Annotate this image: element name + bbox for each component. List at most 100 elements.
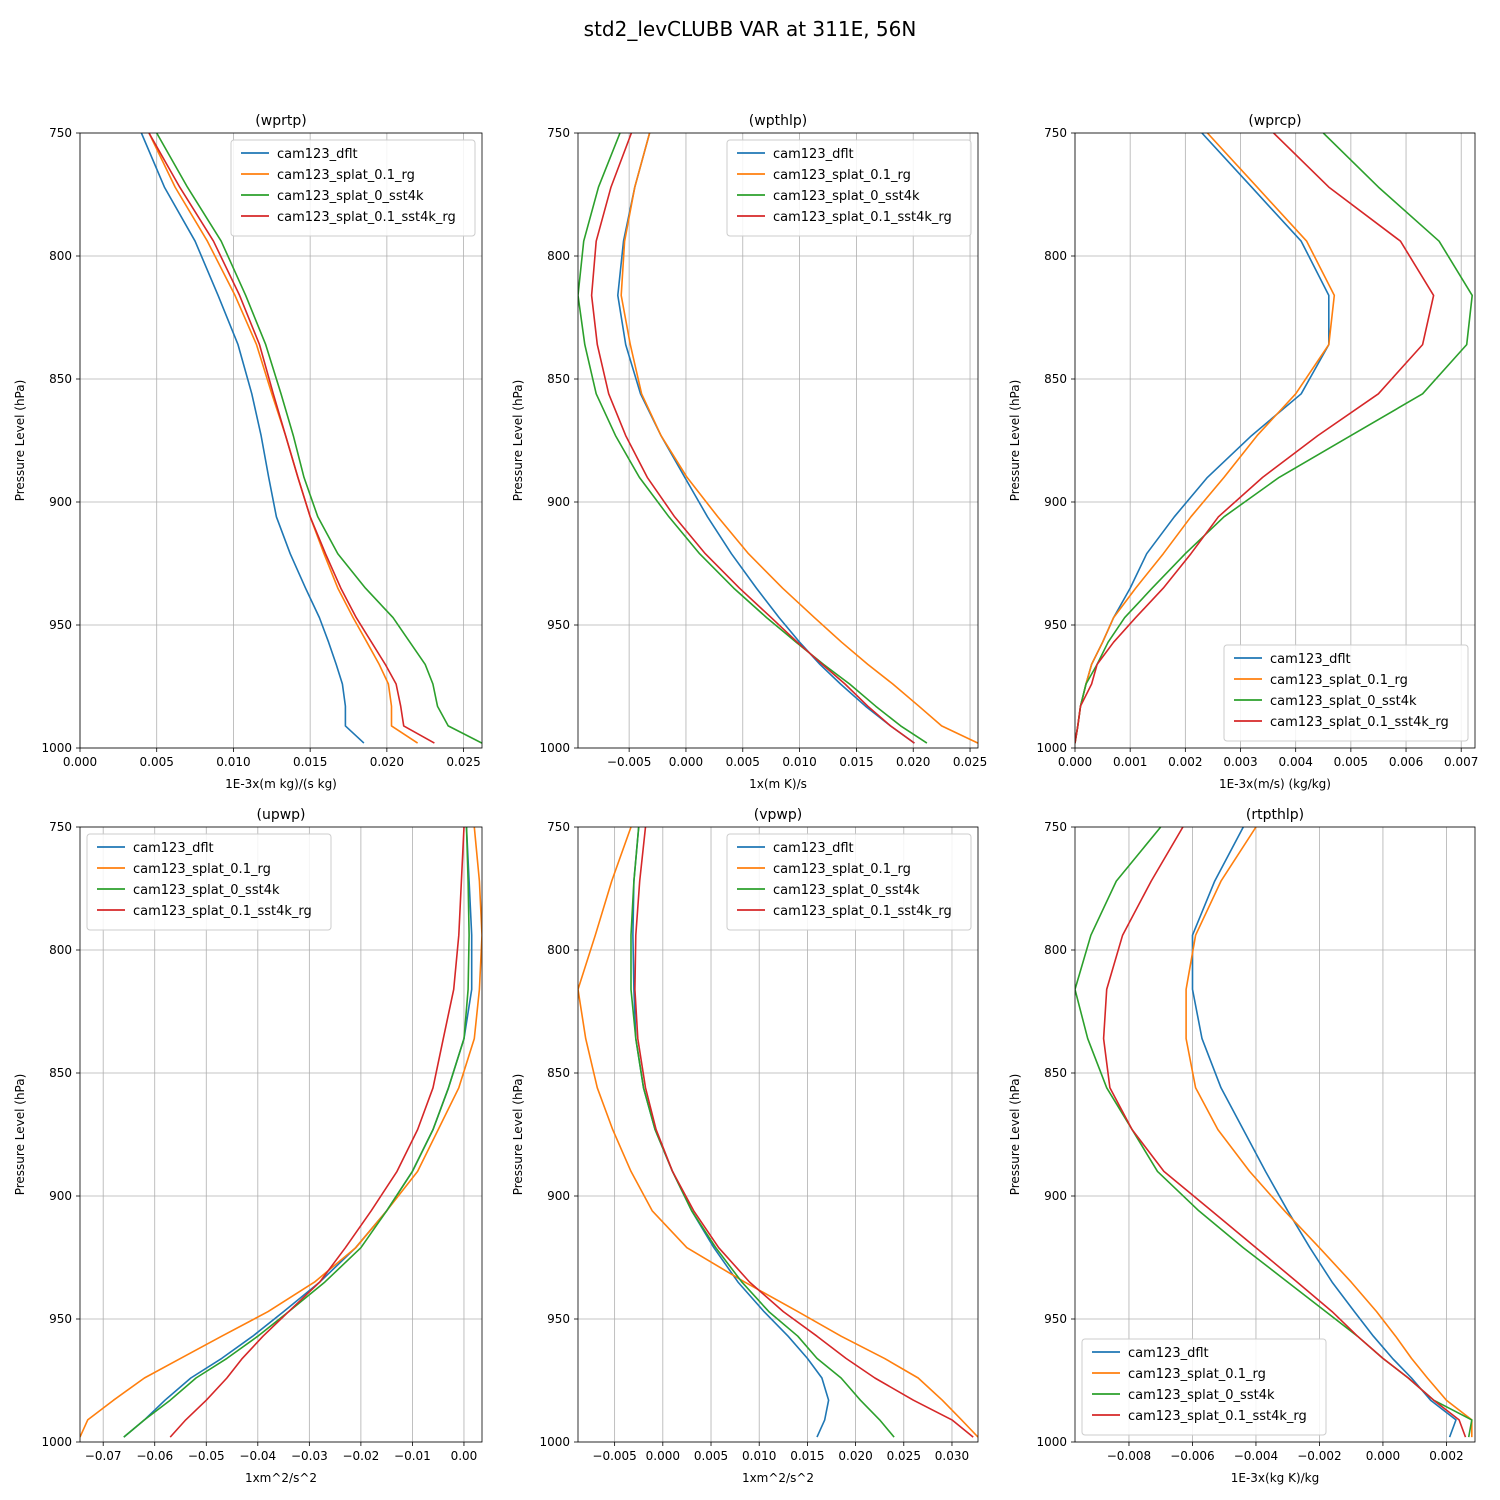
series-line-cam123_splat_0_sst4k	[578, 133, 928, 744]
panel-wprcp: 0.000 0.001 0.002 0.003 0.004 0.005 0.006 0.007…	[1008, 113, 1478, 791]
x-tick-label: −0.04	[239, 1449, 276, 1463]
legend: cam123_dflt cam123_splat_0.1_rg cam123_spl…	[86, 833, 332, 931]
panel-title: (wprtp)	[255, 113, 306, 129]
y-tick-label: 850	[1044, 372, 1067, 386]
y-tick-label: 800	[49, 943, 72, 957]
y-tick-label: 950	[1044, 618, 1067, 632]
y-axis-label: Pressure Level (hPa)	[1008, 1074, 1022, 1196]
series-group	[1075, 827, 1473, 1438]
series-group	[80, 827, 482, 1438]
series-line-cam123_splat_0.1_sst4k_rg	[148, 133, 435, 744]
y-tick-label: 1000	[41, 1435, 72, 1449]
y-tick-label: 800	[1044, 943, 1067, 957]
series-line-cam123_dflt	[140, 133, 365, 744]
legend-label: cam123_dflt	[277, 147, 358, 162]
y-tick-label: 950	[1044, 1312, 1067, 1326]
series-group	[578, 133, 978, 744]
legend-label: cam123_splat_0_sst4k	[133, 883, 280, 898]
legend-label: cam123_splat_0.1_sst4k_rg	[133, 904, 312, 919]
legend-label: cam123_splat_0.1_sst4k_rg	[1270, 715, 1449, 730]
x-tick-label: 0.001	[1113, 755, 1147, 769]
x-tick-label: 0.010	[742, 1449, 776, 1463]
series-line-cam123_splat_0.1_rg	[80, 827, 482, 1438]
x-tick-label: 0.000	[1058, 755, 1092, 769]
legend-box	[1081, 1338, 1327, 1436]
panel-upwp: −0.07 −0.06 −0.05 −0.04 −0.03 −0.02 −0.01 0.00 7…	[13, 807, 483, 1485]
legend-label: cam123_splat_0.1_sst4k_rg	[773, 210, 952, 225]
x-tick-label: 0.015	[790, 1449, 824, 1463]
legend-box	[726, 139, 972, 237]
y-tick-label: 850	[547, 372, 570, 386]
x-tick-label: −0.03	[291, 1449, 328, 1463]
x-axis-label: 1xm^2/s^2	[742, 1471, 814, 1485]
x-tick-label: 0.002	[1168, 755, 1202, 769]
x-tick-label: 0.020	[838, 1449, 872, 1463]
x-tick-label: −0.008	[1107, 1449, 1151, 1463]
y-tick-label: 800	[49, 249, 72, 263]
y-tick-label: 900	[1044, 495, 1067, 509]
y-tick-label: 850	[547, 1066, 570, 1080]
y-tick-label: 1000	[1036, 1435, 1067, 1449]
x-tick-label: 0.020	[370, 755, 404, 769]
legend-label: cam123_splat_0_sst4k	[277, 189, 424, 204]
legend-label: cam123_splat_0_sst4k	[773, 189, 920, 204]
x-tick-label: −0.06	[136, 1449, 173, 1463]
x-tick-label: −0.01	[394, 1449, 431, 1463]
y-tick-label: 800	[547, 249, 570, 263]
panel-title: (wpthlp)	[749, 113, 807, 129]
x-tick-label: 0.002	[1429, 1449, 1463, 1463]
legend-label: cam123_splat_0.1_sst4k_rg	[773, 904, 952, 919]
panel-title: (upwp)	[256, 807, 305, 823]
series-line-cam123_splat_0.1_sst4k_rg	[634, 827, 974, 1438]
series-line-cam123_splat_0.1_sst4k_rg	[590, 133, 915, 744]
x-tick-label: 0.000	[669, 755, 703, 769]
axes-frame	[577, 132, 979, 749]
legend-label: cam123_splat_0.1_rg	[1270, 673, 1408, 688]
x-tick-label: 0.00	[451, 1449, 478, 1463]
x-tick-label: 0.025	[953, 755, 987, 769]
series-line-cam123_splat_0_sst4k	[630, 827, 895, 1438]
x-tick-label: 0.010	[782, 755, 816, 769]
legend-label: cam123_splat_0.1_rg	[773, 168, 911, 183]
x-tick-label: 0.007	[1444, 755, 1478, 769]
x-tick-label: 0.025	[887, 1449, 921, 1463]
x-tick-label: 0.005	[140, 755, 174, 769]
axes-frame	[1074, 132, 1476, 749]
y-tick-label: 800	[547, 943, 570, 957]
panel-title: (rtpthlp)	[1246, 807, 1304, 823]
series-line-cam123_splat_0.1_rg	[620, 133, 978, 744]
x-tick-label: −0.02	[342, 1449, 379, 1463]
y-tick-label: 800	[1044, 249, 1067, 263]
y-axis-label: Pressure Level (hPa)	[511, 1074, 525, 1196]
legend-label: cam123_dflt	[773, 841, 854, 856]
x-tick-label: 0.004	[1279, 755, 1313, 769]
x-tick-label: 0.015	[839, 755, 873, 769]
legend-label: cam123_dflt	[1270, 652, 1351, 667]
series-line-cam123_splat_0_sst4k	[156, 133, 482, 744]
series-line-cam123_splat_0.1_rg	[1185, 827, 1473, 1438]
legend-label: cam123_splat_0_sst4k	[1128, 1388, 1275, 1403]
y-tick-label: 900	[49, 495, 72, 509]
x-tick-label: 0.006	[1389, 755, 1423, 769]
series-line-cam123_splat_0_sst4k	[123, 827, 470, 1438]
panel-title: (vpwp)	[754, 807, 802, 823]
legend-box	[86, 833, 332, 931]
series-group	[1075, 133, 1473, 744]
x-tick-label: 0.003	[1223, 755, 1257, 769]
y-tick-label: 1000	[1036, 741, 1067, 755]
x-tick-label: 0.000	[1366, 1449, 1400, 1463]
x-tick-label: −0.005	[607, 755, 651, 769]
x-tick-label: 0.015	[293, 755, 327, 769]
legend-label: cam123_dflt	[1128, 1346, 1209, 1361]
x-tick-label: −0.005	[592, 1449, 636, 1463]
panel-wprtp: 0.000 0.005 0.010 0.015 0.020 0.025 750 800 850 9…	[13, 113, 483, 791]
x-tick-label: −0.05	[188, 1449, 225, 1463]
y-axis-label: Pressure Level (hPa)	[1008, 380, 1022, 502]
y-tick-label: 750	[547, 820, 570, 834]
legend-label: cam123_splat_0.1_rg	[773, 862, 911, 877]
series-line-cam123_dflt	[1191, 827, 1457, 1438]
series-line-cam123_splat_0.1_rg	[578, 827, 978, 1438]
series-line-cam123_splat_0.1_sst4k_rg	[1075, 133, 1435, 744]
